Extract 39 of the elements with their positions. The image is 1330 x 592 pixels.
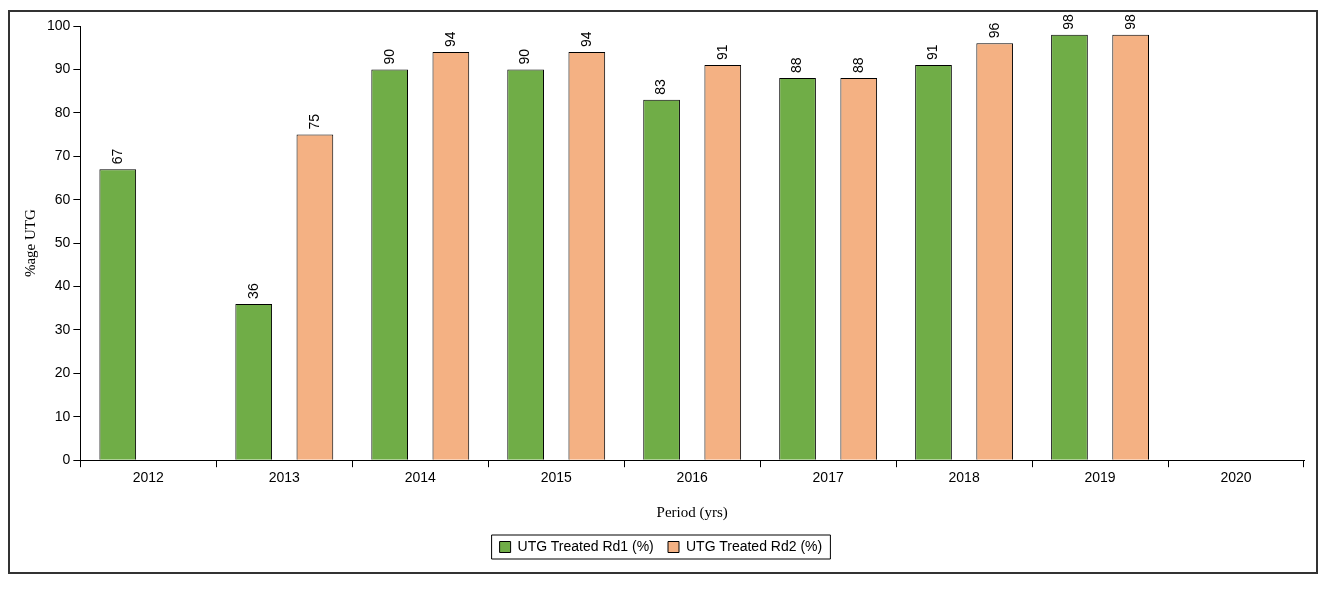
y-tick-label: 40 <box>54 277 71 294</box>
y-tick-label: 0 <box>62 451 71 468</box>
x-axis-title: Period (yrs) <box>656 503 728 521</box>
x-tick-label: 2016 <box>676 469 708 486</box>
y-tick-label: 80 <box>54 103 71 120</box>
data-label: 90 <box>380 48 397 65</box>
x-tick-label: 2018 <box>948 469 980 486</box>
y-tick-label: 70 <box>54 147 71 164</box>
y-tick-label: 20 <box>54 364 71 381</box>
x-tick-label: 2015 <box>540 469 572 486</box>
x-tick-label: 2020 <box>1220 469 1252 486</box>
y-tick-label: 90 <box>54 60 71 77</box>
data-label: 36 <box>244 283 261 299</box>
x-tick-label: 2019 <box>1084 469 1116 486</box>
y-tick-label: 60 <box>54 190 71 207</box>
x-tick-label: 2017 <box>812 469 844 486</box>
y-tick-label: 10 <box>54 407 71 424</box>
data-label: 75 <box>305 113 322 130</box>
data-label: 91 <box>924 44 941 61</box>
data-label: 94 <box>577 31 594 48</box>
y-tick-label: 30 <box>54 320 71 337</box>
y-tick-label: 50 <box>54 233 71 250</box>
data-label: 94 <box>441 31 458 48</box>
data-label: 67 <box>108 148 125 165</box>
legend-label: UTG Treated Rd2 (%) <box>686 537 823 554</box>
data-label: 98 <box>1060 13 1077 30</box>
data-label: 91 <box>713 44 730 61</box>
legend-label: UTG Treated Rd1 (%) <box>517 537 654 554</box>
data-label: 98 <box>1121 13 1138 30</box>
data-label: 88 <box>849 57 866 74</box>
data-label: 88 <box>788 57 805 74</box>
data-label: 96 <box>985 22 1002 39</box>
x-tick-label: 2014 <box>404 469 437 486</box>
data-label: 83 <box>652 79 669 95</box>
x-tick-label: 2013 <box>268 469 301 486</box>
data-label: 90 <box>516 48 533 65</box>
x-tick-label: 2012 <box>132 469 165 486</box>
y-axis-title: %age UTG <box>21 208 38 278</box>
y-tick-label: 100 <box>47 16 71 33</box>
